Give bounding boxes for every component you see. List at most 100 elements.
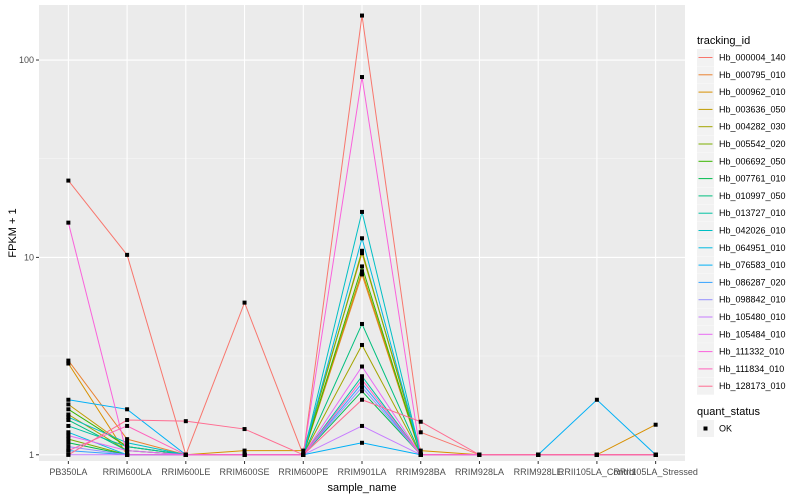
data-point-Hb_105480_010 [360, 423, 364, 428]
data-point-Hb_042026_010 [360, 209, 364, 214]
data-point-Hb_111332_010 [66, 220, 71, 225]
data-point-Hb_111834_010 [242, 452, 247, 457]
data-point-Hb_010997_050 [66, 418, 71, 423]
x-tick-label: RRIM901LA [337, 467, 386, 477]
data-point-Hb_128173_010 [536, 452, 541, 457]
x-tick-label: RRIM600LE [161, 467, 210, 477]
data-point-Hb_105484_010 [66, 433, 71, 438]
legend-label-Hb_111332_010: Hb_111332_010 [719, 347, 784, 357]
data-point-Hb_064951_010 [66, 430, 71, 435]
legend-label-Hb_064951_010: Hb_064951_010 [719, 243, 786, 253]
legend-label-ok: OK [719, 424, 732, 434]
data-point-Hb_000004_140 [418, 430, 423, 435]
data-point-Hb_128173_010 [418, 419, 423, 424]
data-point-Hb_005542_020 [360, 248, 364, 253]
legend-label-Hb_004282_030: Hb_004282_030 [719, 122, 786, 132]
data-point-Hb_013727_010 [66, 423, 71, 428]
x-tick-label: RRIM928BA [396, 467, 446, 477]
legend-label-Hb_000004_140: Hb_000004_140 [719, 53, 786, 63]
data-point-Hb_000962_010 [66, 361, 71, 366]
y-axis: 1 10 100 [19, 55, 39, 460]
data-point-Hb_000004_140 [360, 13, 364, 18]
x-tick-label: RRIM928LA [455, 467, 504, 477]
data-point-Hb_128173_010 [477, 452, 482, 457]
data-point-Hb_064951_010 [360, 236, 364, 241]
data-point-Hb_111834_010 [360, 377, 364, 382]
x-tick-label: RRIM600PE [278, 467, 328, 477]
data-point-Hb_000962_010 [653, 422, 658, 427]
data-point-Hb_128173_010 [125, 418, 130, 423]
data-point-Hb_128173_010 [66, 452, 71, 457]
data-point-Hb_128173_010 [360, 397, 364, 402]
legend-label-Hb_005542_020: Hb_005542_020 [719, 139, 786, 149]
legend-title-quant-status: quant_status [697, 406, 760, 418]
data-point-Hb_000004_140 [242, 300, 247, 305]
data-point-Hb_000962_010 [360, 251, 364, 256]
data-point-Hb_000962_010 [418, 448, 423, 453]
data-point-Hb_128173_010 [653, 452, 658, 457]
legend-color-items: Hb_000004_140 Hb_000795_010 Hb_000962_010 H… [697, 49, 786, 395]
y-tick-label: 10 [24, 252, 34, 262]
data-point-Hb_111332_010 [360, 75, 364, 80]
legend-label-Hb_006692_050: Hb_006692_050 [719, 156, 786, 166]
data-point-Hb_111834_010 [183, 452, 188, 457]
x-tick-label: PB350LA [49, 467, 87, 477]
data-point-Hb_000962_010 [242, 448, 247, 453]
legend-label-Hb_010997_050: Hb_010997_050 [719, 191, 786, 201]
legend-label-Hb_000962_010: Hb_000962_010 [719, 87, 786, 97]
x-tick-label: RRIM600LA [103, 467, 152, 477]
data-points [66, 13, 658, 457]
data-point-Hb_105484_010 [360, 364, 364, 369]
legend-label-Hb_098842_010: Hb_098842_010 [719, 295, 786, 305]
legend-label-Hb_013727_010: Hb_013727_010 [719, 208, 786, 218]
data-point-Hb_128173_010 [301, 452, 306, 457]
data-point-Hb_042026_010 [125, 440, 130, 445]
data-point-Hb_076583_010 [66, 397, 71, 402]
data-point-Hb_006692_050 [360, 264, 364, 269]
x-tick-label: RRIM600SE [220, 467, 270, 477]
legend-label-Hb_007761_010: Hb_007761_010 [719, 174, 786, 184]
legend-label-Hb_076583_010: Hb_076583_010 [719, 260, 786, 270]
data-point-Hb_128173_010 [594, 452, 599, 457]
data-point-Hb_013727_010 [360, 374, 364, 379]
data-point-Hb_003636_050 [66, 402, 71, 407]
data-point-Hb_111834_010 [125, 423, 130, 428]
data-point-Hb_098842_010 [66, 444, 71, 449]
legend-label-Hb_111834_010: Hb_111834_010 [719, 364, 784, 374]
y-tick-label: 1 [29, 450, 34, 460]
legend-point-ok-icon [703, 426, 708, 431]
data-point-Hb_105484_010 [125, 448, 130, 453]
data-point-Hb_004282_030 [66, 412, 71, 417]
x-axis-title: sample_name [327, 482, 396, 494]
x-tick-label: RRII105LA_Stressed [613, 467, 698, 477]
legend-label-Hb_003636_050: Hb_003636_050 [719, 104, 786, 114]
data-point-Hb_076583_010 [125, 407, 130, 412]
data-point-Hb_111834_010 [418, 452, 423, 457]
data-point-Hb_128173_010 [183, 419, 188, 424]
y-tick-label: 100 [19, 55, 34, 65]
data-point-Hb_000962_010 [301, 448, 306, 453]
data-point-Hb_000004_140 [66, 178, 71, 183]
data-point-Hb_003636_050 [360, 269, 364, 274]
data-point-Hb_042026_010 [66, 415, 71, 420]
legend: tracking_id Hb_000004_140Hb_000795_010Hb… [697, 35, 786, 437]
data-point-Hb_000795_010 [66, 358, 71, 363]
data-point-Hb_006692_050 [66, 407, 71, 412]
legend-label-Hb_042026_010: Hb_042026_010 [719, 226, 786, 236]
data-point-Hb_000795_010 [360, 272, 364, 277]
data-point-Hb_128173_010 [242, 427, 247, 432]
data-point-Hb_111332_010 [125, 452, 130, 457]
x-tick-label: RRII105LA_Control [558, 467, 636, 477]
data-point-Hb_004282_030 [360, 342, 364, 347]
legend-label-Hb_105484_010: Hb_105484_010 [719, 329, 786, 339]
data-point-Hb_010997_050 [360, 321, 364, 326]
legend-title-tracking-id: tracking_id [697, 35, 750, 47]
legend-label-Hb_105480_010: Hb_105480_010 [719, 312, 786, 322]
x-tick-label: RRIM928LE [514, 467, 563, 477]
data-point-Hb_007761_010 [66, 440, 71, 445]
data-point-Hb_000004_140 [125, 252, 130, 257]
legend-label-Hb_086287_020: Hb_086287_020 [719, 277, 786, 287]
data-point-Hb_076583_010 [360, 440, 364, 445]
